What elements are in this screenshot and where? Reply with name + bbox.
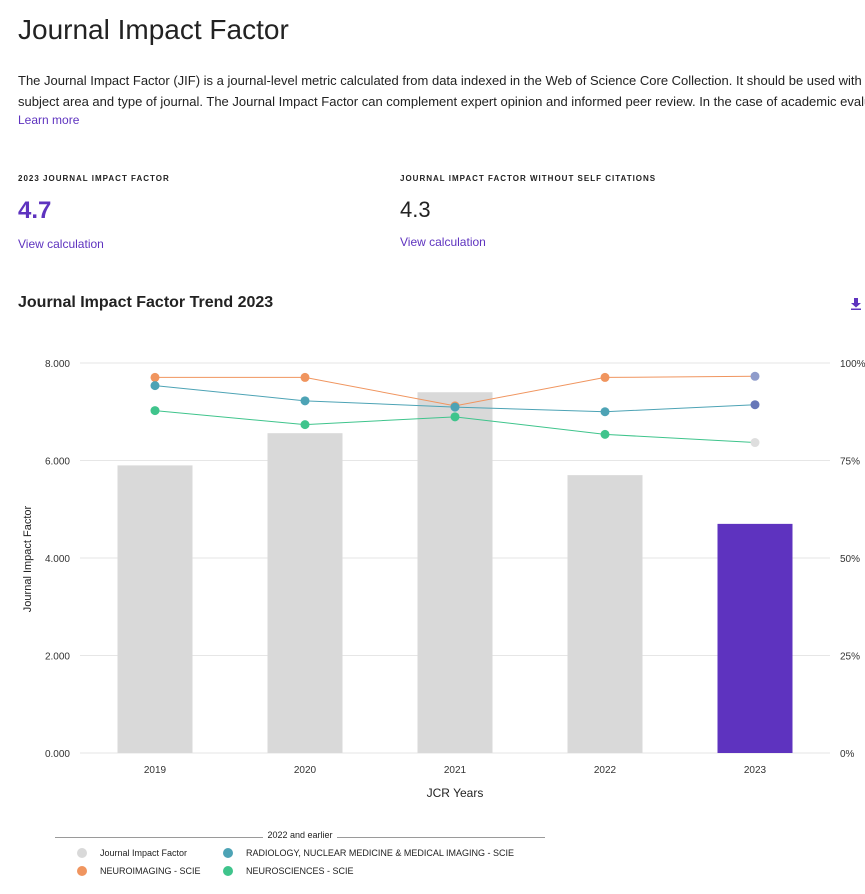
y2-tick-label: 50%: [840, 554, 860, 565]
legend-item-neurosciences[interactable]: NEUROSCIENCES - SCIE: [223, 866, 543, 876]
y-axis-title: Journal Impact Factor: [22, 505, 34, 612]
y-tick-label: 8.000: [45, 359, 70, 370]
data-point: [750, 438, 760, 448]
metric-label: 2023 JOURNAL IMPACT FACTOR: [18, 174, 170, 183]
legend-item-neuroimaging[interactable]: NEUROIMAGING - SCIE: [77, 866, 223, 876]
trend-chart-title: Journal Impact Factor Trend 2023: [18, 294, 274, 311]
data-point: [600, 372, 610, 382]
legend-header: 2022 and earlier: [55, 830, 545, 840]
page-title: Journal Impact Factor: [18, 14, 289, 45]
legend-label: Journal Impact Factor: [100, 848, 188, 858]
legend-swatch: [223, 866, 233, 876]
x-axis-title: JCR Years: [427, 786, 484, 800]
y-tick-label: 4.000: [45, 554, 70, 565]
learn-more-link[interactable]: Learn more: [18, 113, 80, 127]
data-point: [150, 381, 160, 391]
data-point: [450, 402, 460, 412]
data-point: [300, 372, 310, 382]
data-point: [750, 400, 760, 410]
description: The Journal Impact Factor (JIF) is a jou…: [18, 70, 865, 112]
legend-label: RADIOLOGY, NUCLEAR MEDICINE & MEDICAL IM…: [246, 848, 515, 858]
chart-legend: 2022 and earlier Journal Impact Factor R…: [55, 830, 545, 876]
view-calculation-link[interactable]: View calculation: [400, 235, 486, 249]
metric-value: 4.3: [400, 197, 431, 222]
x-tick-label: 2022: [594, 765, 617, 776]
legend-item-jif[interactable]: Journal Impact Factor: [77, 848, 223, 858]
y-tick-label: 2.000: [45, 652, 70, 663]
x-tick-label: 2020: [294, 765, 317, 776]
legend-title: 2022 and earlier: [267, 830, 333, 840]
description-line: The Journal Impact Factor (JIF) is a jou…: [18, 73, 865, 88]
y2-tick-label: 0%: [840, 749, 855, 760]
data-point: [600, 429, 610, 439]
legend-label: NEUROSCIENCES - SCIE: [246, 866, 354, 876]
y-tick-label: 6.000: [45, 457, 70, 468]
x-tick-label: 2019: [144, 765, 167, 776]
legend-swatch: [77, 848, 87, 858]
bar: [117, 465, 193, 753]
data-point: [750, 371, 760, 381]
metric-jif-without-self-citations: JOURNAL IMPACT FACTOR WITHOUT SELF CITAT…: [400, 174, 656, 251]
data-point: [300, 420, 310, 430]
metric-label: JOURNAL IMPACT FACTOR WITHOUT SELF CITAT…: [400, 174, 657, 183]
x-tick-label: 2023: [744, 765, 767, 776]
data-point: [450, 412, 460, 422]
data-point: [300, 396, 310, 406]
legend-label: NEUROIMAGING - SCIE: [100, 866, 201, 876]
view-calculation-link[interactable]: View calculation: [18, 237, 104, 251]
y2-tick-label: 25%: [840, 652, 860, 663]
bar: [267, 433, 343, 753]
trend-chart: 0.000 2.000 4.000 6.000 8.000 0% 25% 50% 75% 100%…: [22, 359, 865, 800]
bar: [567, 475, 643, 753]
metric-value: 4.7: [18, 197, 52, 224]
data-point: [150, 406, 160, 416]
legend-swatch: [77, 866, 87, 876]
data-point: [600, 407, 610, 417]
data-point: [150, 372, 160, 382]
legend-item-radiology[interactable]: RADIOLOGY, NUCLEAR MEDICINE & MEDICAL IM…: [223, 848, 543, 858]
y2-tick-label: 100%: [840, 359, 865, 370]
metric-jif: 2023 JOURNAL IMPACT FACTOR 4.7 View calc…: [18, 174, 170, 253]
y-tick-label: 0.000: [45, 749, 70, 760]
download-icon[interactable]: [851, 298, 861, 310]
legend-swatch: [223, 848, 233, 858]
bar: [417, 392, 493, 753]
bar: [717, 523, 793, 753]
x-tick-label: 2021: [444, 765, 467, 776]
description-line: subject area and type of journal. The Jo…: [18, 94, 865, 109]
y2-tick-label: 75%: [840, 457, 860, 468]
